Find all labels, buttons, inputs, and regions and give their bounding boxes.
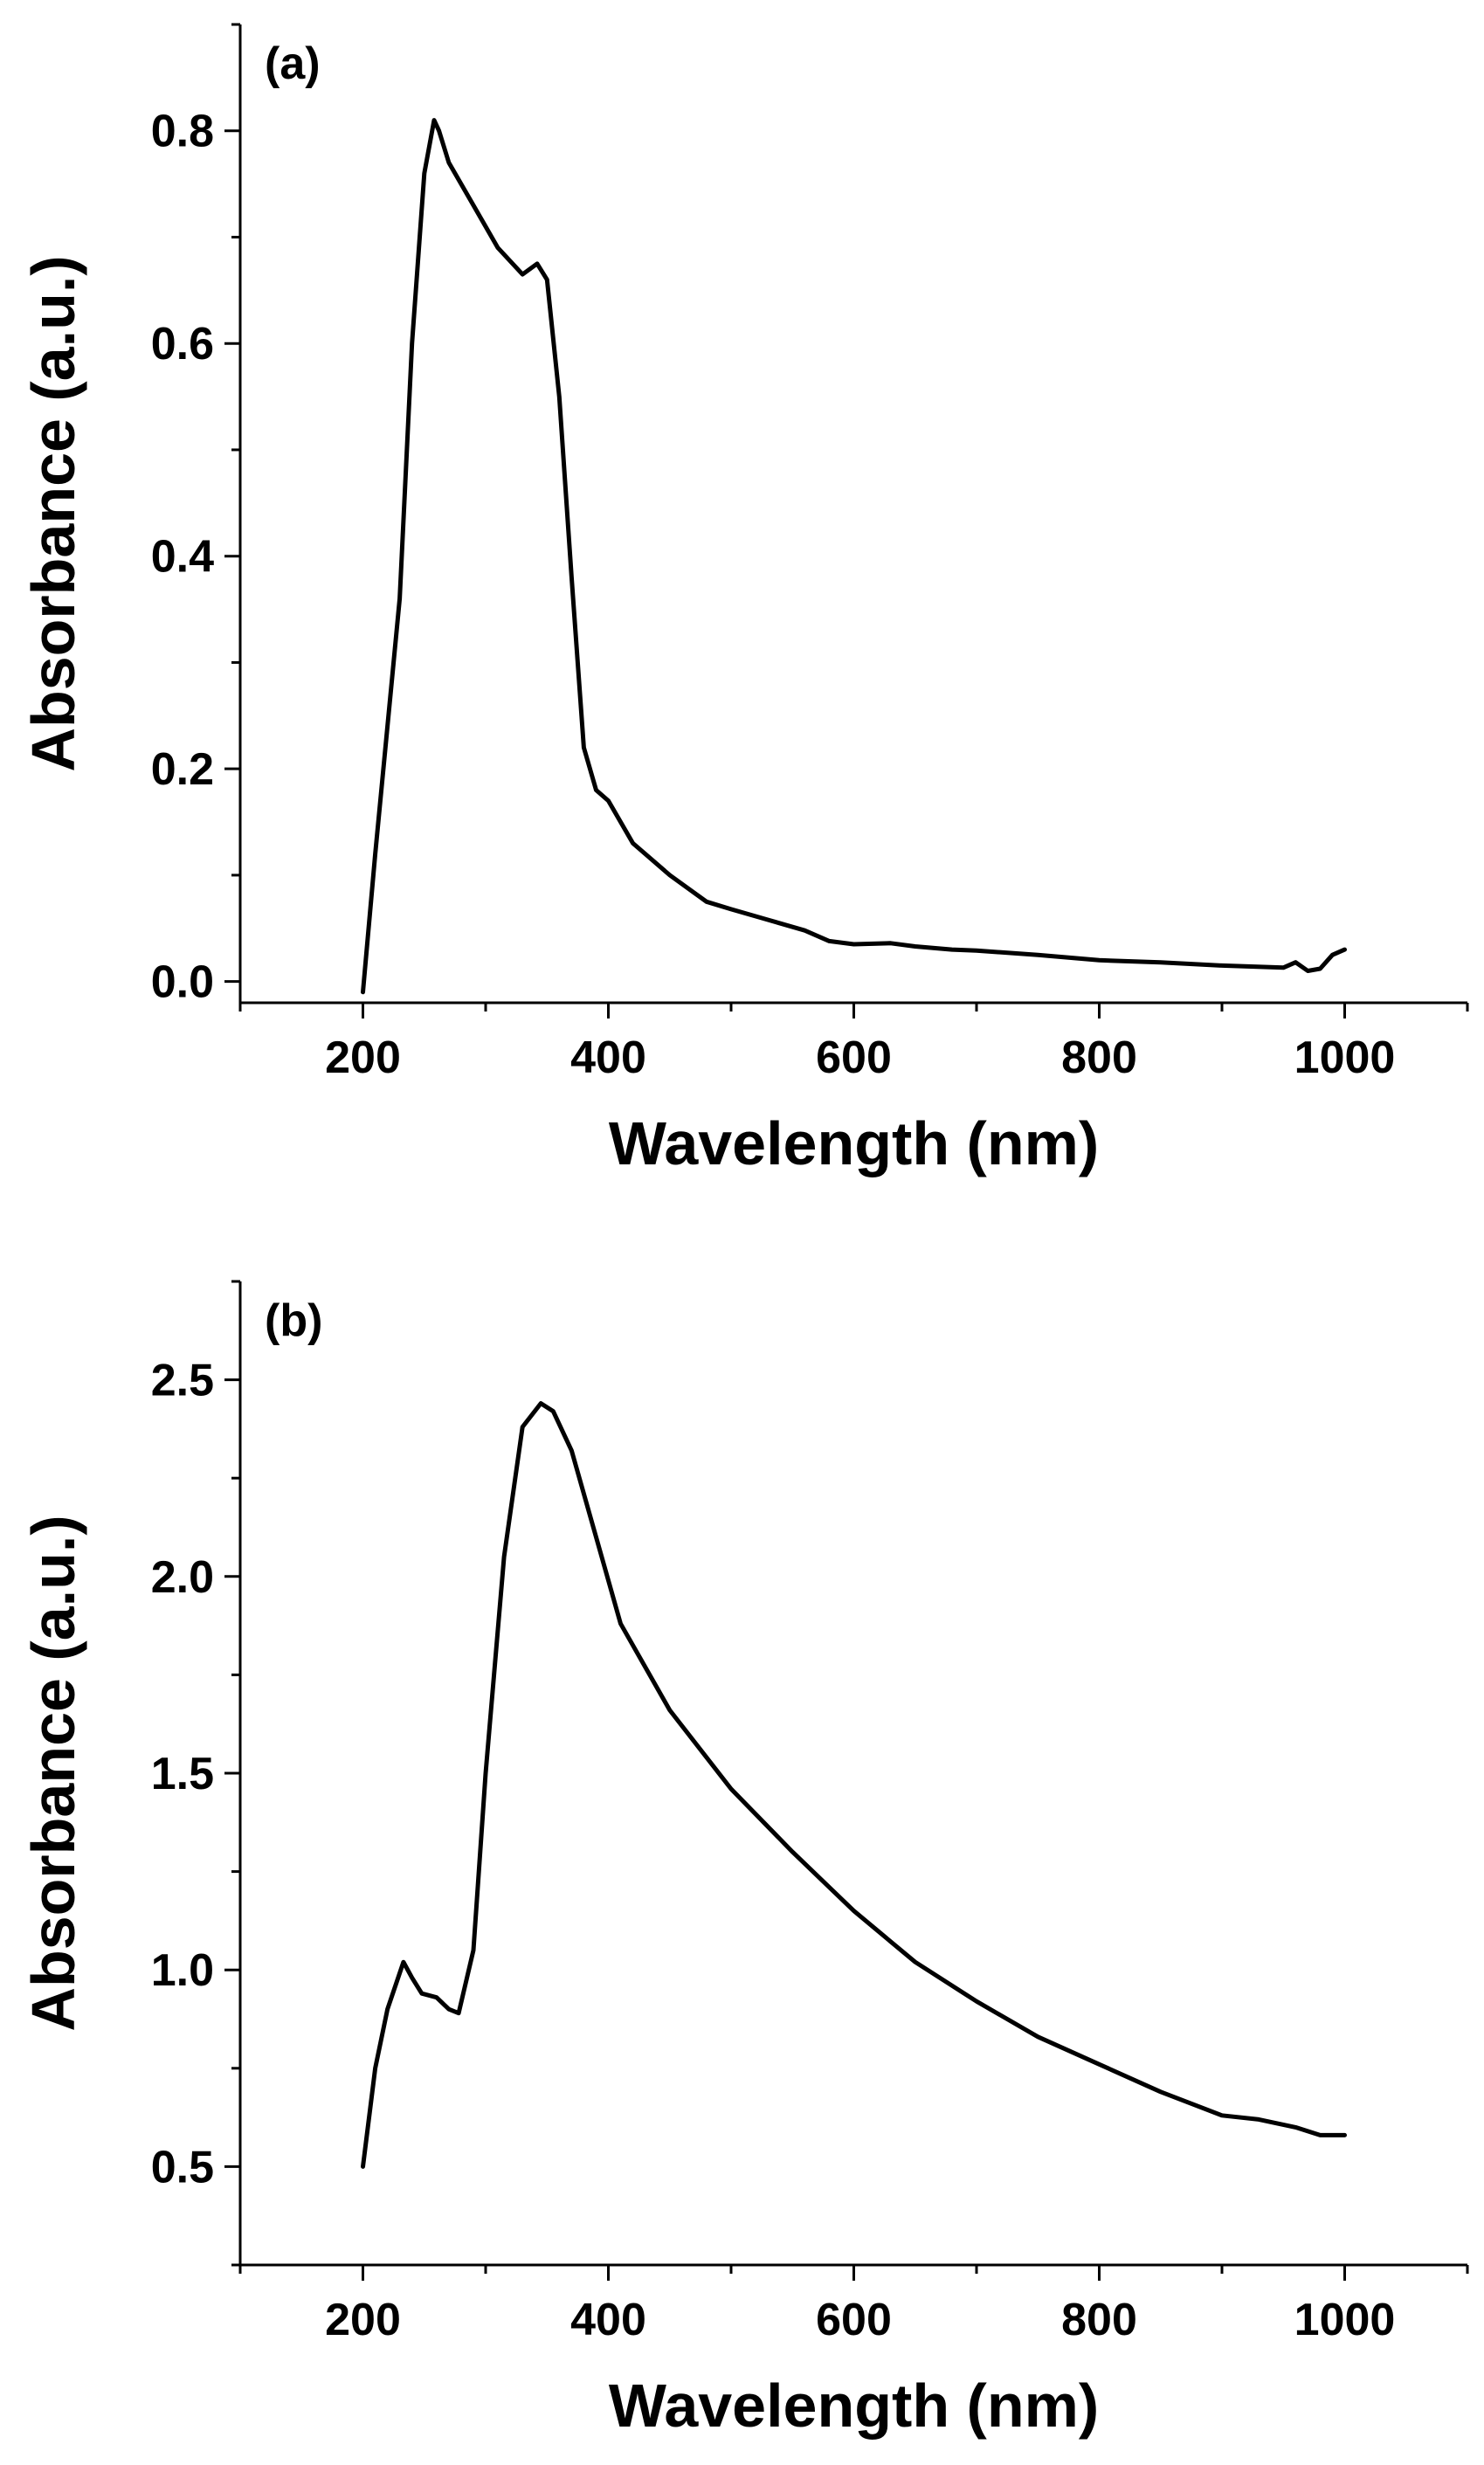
panel-b-y-tick-label: 2.5 [151,1356,214,1406]
panel-b: 200 400 600 800 1000 0.5 1.0 1.5 2.0 2.5 Wavelengt… [19,1280,1469,2440]
panel-b-x-tick-label: 400 [570,2295,646,2345]
panel-a-x-tick-label: 200 [325,1032,401,1083]
panel-b-x-tick-label: 800 [1061,2295,1137,2345]
panel-a-y-tick-label: 0.2 [151,744,214,795]
panel-b-y-axis-title: Absorbance (a.u.) [19,1515,87,2031]
panel-b-y-tick-label: 2.0 [151,1552,214,1603]
panel-a-y-tick-label: 0.0 [151,957,214,1008]
panel-b-y-tick-label: 0.5 [151,2142,214,2192]
panel-a-series-line [361,118,1347,995]
panel-a-x-tick-label: 600 [816,1032,892,1083]
panel-a-y-tick-label: 0.8 [151,107,214,157]
panel-a-x-tick-label: 800 [1061,1032,1137,1083]
panel-a-y-tick-label: 0.6 [151,319,214,369]
panel-b-x-tick-label: 200 [325,2295,401,2345]
panel-b-y-tick-label: 1.5 [151,1749,214,1799]
panel-a: 200 400 600 800 1000 0.0 0.2 0.4 0.6 0.8 Wavelengt… [19,23,1469,1177]
panel-b-label: (b) [265,1295,322,1346]
panel-b-series-line [361,1401,1347,2169]
panel-a-x-axis-title: Wavelength (nm) [609,1109,1099,1177]
panel-a-y-tick-label: 0.4 [151,532,214,583]
panel-b-x-tick-label: 1000 [1294,2295,1396,2345]
panel-b-x-axis-title: Wavelength (nm) [609,2372,1099,2440]
panel-b-y-tick-label: 1.0 [151,1945,214,1996]
panel-a-x-tick-label: 400 [570,1032,646,1083]
panel-a-x-tick-label: 1000 [1294,1032,1396,1083]
panel-a-label: (a) [265,38,321,89]
panel-b-x-tick-label: 600 [816,2295,892,2345]
panel-a-y-axis-title: Absorbance (a.u.) [19,255,87,771]
